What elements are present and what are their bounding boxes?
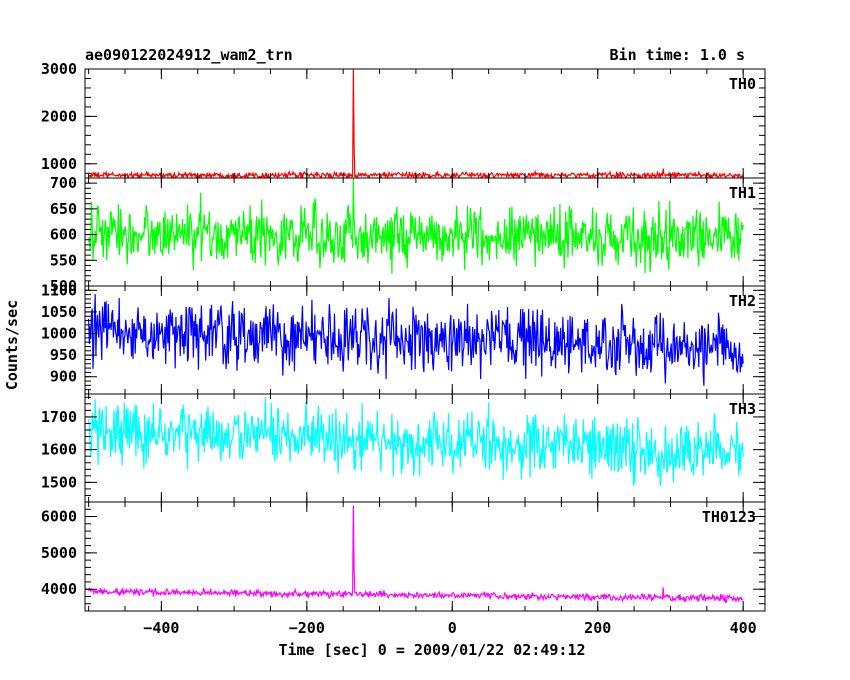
panel-th0123: 4000 5000 6000 TH0123	[41, 501, 766, 612]
y-tick-label: 1600	[41, 441, 77, 459]
panel-th0: 1000 2000 3000 TH0	[41, 60, 766, 179]
x-tick-label: 0	[448, 619, 457, 637]
x-tick-label: 200	[584, 619, 611, 637]
series-line-th0123	[88, 505, 744, 604]
panel-frame	[84, 501, 766, 612]
y-tick-label: 1050	[41, 303, 77, 321]
y-tick-label: 4000	[41, 580, 77, 598]
panel-th1: 500 550 600 650 700 TH1	[50, 174, 766, 295]
y-tick-label: 3000	[41, 60, 77, 78]
y-tick-label: 700	[50, 174, 77, 192]
chart-title: ae090122024912_wam2_trn	[85, 46, 293, 64]
panel-th3: 1500 1600 1700 TH3	[41, 393, 766, 503]
panel-label-th2: TH2	[729, 292, 756, 310]
y-tick-label: 550	[50, 251, 77, 269]
y-tick-label: 900	[50, 368, 77, 386]
y-tick-label: 5000	[41, 544, 77, 562]
y-tick-label: 650	[50, 200, 77, 218]
y-tick-label: 1000	[41, 325, 77, 343]
series-line-th3	[88, 397, 744, 487]
y-tick-label: 1000	[41, 155, 77, 173]
series-line-th0	[88, 69, 744, 178]
panel-label-th0123: TH0123	[702, 508, 756, 526]
y-tick-label: 2000	[41, 107, 77, 125]
y-tick-label: 1500	[41, 473, 77, 491]
y-tick-label: 500	[50, 277, 77, 295]
series-line-th1	[88, 178, 744, 274]
panel-label-th1: TH1	[729, 184, 756, 202]
panel-frame	[84, 68, 766, 179]
series-line-th2	[88, 294, 744, 386]
x-tick-label: 400	[730, 619, 757, 637]
y-tick-label: 600	[50, 226, 77, 244]
x-tick-label: −200	[289, 619, 325, 637]
y-tick-label: 1100	[41, 281, 77, 299]
y-tick-label: 1700	[41, 408, 77, 426]
x-tick-label: −400	[143, 619, 179, 637]
panels-group: 100020003000TH0500550600650700TH19009501…	[41, 60, 766, 637]
x-axis-title: Time [sec] 0 = 2009/01/22 02:49:12	[278, 641, 585, 659]
bin-time-label: Bin time: 1.0 s	[610, 46, 745, 64]
y-tick-label: 6000	[41, 508, 77, 526]
y-tick-label: 950	[50, 346, 77, 364]
panel-th2: 900 950 1000 1050 1100 TH2	[41, 281, 766, 395]
y-axis-title: Counts/sec	[3, 300, 21, 390]
panel-label-th3: TH3	[729, 400, 756, 418]
panel-label-th0: TH0	[729, 75, 756, 93]
